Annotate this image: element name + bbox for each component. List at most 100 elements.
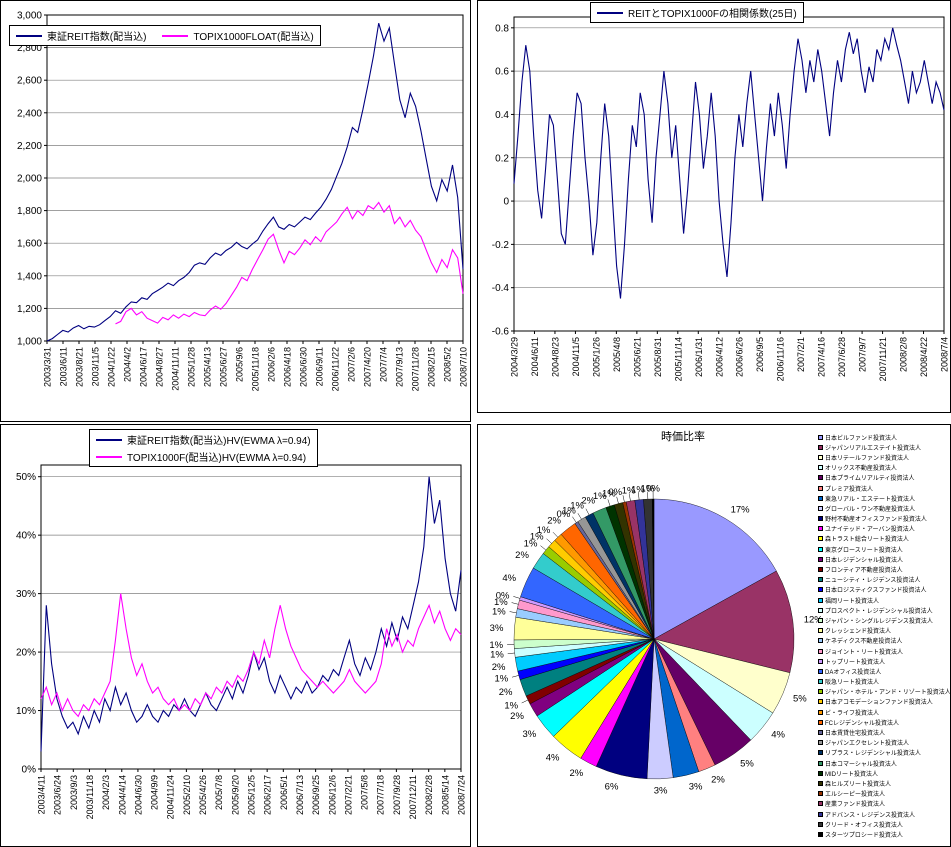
x-tick-label: 2007/12/11 xyxy=(408,775,418,819)
pie-pct-label: 2% xyxy=(711,774,725,785)
series-line-0 xyxy=(40,476,462,752)
pie-pct-label: 0% xyxy=(608,487,622,498)
pie-legend-label: 日本アコモデーションファンド投資法人 xyxy=(825,700,933,707)
x-tick-label: 2003/4/11 xyxy=(37,775,47,814)
x-tick-label: 2008/2/15 xyxy=(427,347,437,387)
legend-item: 東証REIT指数(配当込)HV(EWMA λ=0.94) xyxy=(96,432,311,447)
pie-legend-label: 日本ビルファンド投資法人 xyxy=(825,435,898,442)
x-tick-label: 2005/1/28 xyxy=(187,347,197,387)
y-tick-label: 0% xyxy=(22,765,37,776)
legend-swatch-icon xyxy=(818,730,823,736)
pie-legend-label: 東京グロースリート投資法人 xyxy=(825,547,903,554)
legend-line-sample-icon xyxy=(597,11,623,14)
x-tick-label: 2004/6/30 xyxy=(133,775,143,815)
x-tick-label: 2007/11/21 xyxy=(878,337,888,381)
x-tick-label: 2008/7/10 xyxy=(459,347,469,387)
pie-legend-item: クレッシェンド投資法人 xyxy=(818,626,950,636)
x-tick-label: 2004/1/22 xyxy=(107,347,117,387)
x-tick-label: 2007/4/20 xyxy=(363,347,373,387)
pie-legend-item: ビ・ライフ投資法人 xyxy=(818,707,950,717)
x-tick-label: 2006/2/6 xyxy=(267,347,277,382)
x-tick-label: 2005/2/10 xyxy=(182,775,192,815)
y-tick-label: 20% xyxy=(16,648,36,659)
pie-pct-label: 1% xyxy=(562,505,576,516)
pie-legend-label: クリード・オフィス投資法人 xyxy=(825,822,903,829)
x-tick-label: 2003/8/21 xyxy=(75,347,85,387)
x-tick-label: 2004/4/14 xyxy=(117,775,127,815)
pie-leader-line xyxy=(513,596,521,599)
x-tick-label: 2008/5/2 xyxy=(443,347,453,382)
y-tick-label: 2,600 xyxy=(17,76,42,87)
pie-legend: 日本ビルファンド投資法人 ジャパンリアルエステイト投資法人 日本リテールファンド投資… xyxy=(818,432,950,840)
x-tick-label: 2006/4/18 xyxy=(283,347,293,387)
pie-leader-line xyxy=(572,516,577,523)
pie-legend-label: プロスペクト・レジデンシャル投資法人 xyxy=(825,608,933,615)
y-tick-label: 50% xyxy=(16,472,36,483)
legend-swatch-icon xyxy=(818,791,823,797)
chart-correlation: -0.6 -0.4 -0.2 0 0.2 0.4 0.6 0.8 2004/3/29 2004/6… xyxy=(477,0,951,413)
pie-leader-line xyxy=(622,495,625,503)
legend-swatch-icon xyxy=(818,699,823,705)
x-tick-label: 2004/3/29 xyxy=(510,337,520,377)
pie-leader-line xyxy=(552,531,559,538)
legend-swatch-icon xyxy=(818,434,823,440)
x-tick-label: 2003/6/24 xyxy=(53,775,63,815)
legend-swatch-icon xyxy=(818,526,823,532)
x-tick-label: 2006/5/1 xyxy=(279,775,289,810)
pie-pct-label: 1% xyxy=(631,484,645,495)
x-tick-label: 2007/2/6 xyxy=(347,347,357,382)
legend-swatch-icon xyxy=(818,556,823,562)
legend-swatch-icon xyxy=(818,648,823,654)
pie-legend-item: 日本アコモデーションファンド投資法人 xyxy=(818,697,950,707)
series-line-1 xyxy=(40,593,462,718)
pie-leader-line xyxy=(577,513,582,520)
pie-legend-item: プロスペクト・レジデンシャル投資法人 xyxy=(818,605,950,615)
legend-label: TOPIX1000FLOAT(配当込) xyxy=(193,32,314,43)
x-tick-label: 2006/12/6 xyxy=(327,775,337,815)
x-tick-label: 2007/6/28 xyxy=(837,337,847,377)
x-tick-label: 2008/7/4 xyxy=(940,337,950,372)
pie-legend-item: DAオフィス投資法人 xyxy=(818,666,950,676)
pie-pct-label: 1% xyxy=(593,491,607,502)
legend-swatch-icon xyxy=(818,740,823,746)
x-tick-label: 2005/6/27 xyxy=(219,347,229,387)
pie-legend-label: 産業ファンド投資法人 xyxy=(825,802,886,809)
x-tick-label: 2005/11/14 xyxy=(673,337,683,381)
x-tick-label: 2006/9/5 xyxy=(755,337,765,372)
pie-leader-line xyxy=(607,499,611,507)
legend-swatch-icon xyxy=(818,679,823,685)
pie-legend-label: ジャパンリアルエステイト投資法人 xyxy=(825,445,921,452)
pie-legend-label: オリックス不動産投資法人 xyxy=(825,466,897,473)
pie-pct-label: 2% xyxy=(492,662,506,673)
hv-chart-canvas: 0% 10% 20% 30% 40% 50% 2003/4/11 2003/6/24 2003/… xyxy=(16,464,467,819)
chart-legend: 東証REIT指数(配当込) TOPIX1000FLOAT(配当込) xyxy=(9,25,321,46)
legend-swatch-icon xyxy=(818,831,823,837)
pie-pct-label: 1% xyxy=(622,486,636,497)
pie-pct-label: 0% xyxy=(646,484,660,495)
pie-pct-label: 4% xyxy=(502,573,516,584)
series-line-1 xyxy=(115,201,464,325)
x-tick-label: 2007/7/18 xyxy=(376,775,386,815)
y-tick-label: 2,800 xyxy=(17,43,42,54)
pie-leader-line xyxy=(629,494,631,502)
pie-legend-label: プレミア投資法人 xyxy=(825,486,874,493)
pie-pct-label: 2% xyxy=(499,687,513,698)
x-tick-label: 2004/2/3 xyxy=(101,775,111,810)
pie-legend-item: 東京グロースリート投資法人 xyxy=(818,544,950,554)
x-tick-label: 2003/11/18 xyxy=(85,775,95,819)
pie-slice-0 xyxy=(653,498,777,640)
x-tick-label: 2008/5/14 xyxy=(440,775,450,815)
legend-label: TOPIX1000F(配当込)HV(EWMA λ=0.94) xyxy=(127,453,307,464)
pie-pct-label: 12% xyxy=(804,615,824,626)
y-tick-label: 0 xyxy=(503,197,509,208)
pie-legend-label: クレッシェンド投資法人 xyxy=(825,629,892,636)
legend-swatch-icon xyxy=(818,444,823,450)
pie-legend-label: 日本賃貸住宅投資法人 xyxy=(825,731,886,738)
pie-pct-label: 3% xyxy=(654,785,668,796)
x-tick-label: 2005/4/13 xyxy=(203,347,213,387)
pie-legend-label: ジャパン・シングルレジデンス投資法人 xyxy=(825,618,933,625)
series-line-0 xyxy=(513,27,945,299)
pie-legend-label: 日本プライムリアルティ投資法人 xyxy=(825,476,915,483)
legend-swatch-icon xyxy=(818,750,823,756)
pie-pct-label: 1% xyxy=(537,525,551,536)
